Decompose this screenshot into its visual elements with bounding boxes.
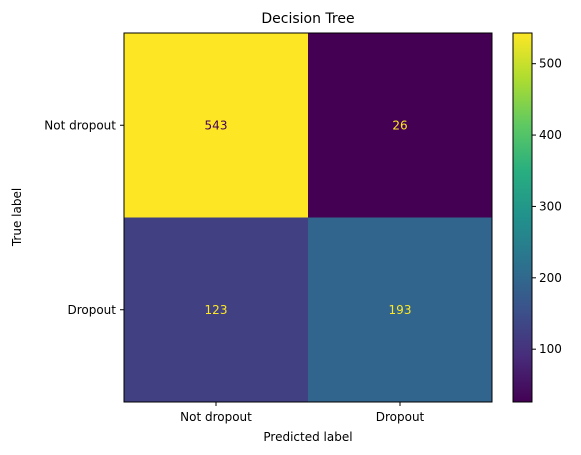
cell-value-label: 123 [205, 303, 228, 317]
cell-value-label: 543 [205, 118, 228, 132]
cell-value-label: 193 [389, 303, 412, 317]
matrix-cell [124, 217, 308, 402]
colorbar-tick-label: 300 [539, 199, 562, 213]
matrix-cell [308, 217, 492, 402]
matrix-cells: 543 26 123 193 [124, 33, 492, 402]
colorbar-tick-label: 400 [539, 128, 562, 142]
x-tick-label: Not dropout [180, 410, 252, 424]
colorbar-ticks: 100 200 300 400 500 [532, 57, 562, 356]
colorbar [512, 32, 533, 403]
x-axis-label: Predicted label [263, 430, 352, 444]
matrix-cell [308, 33, 492, 218]
matrix-cell [124, 33, 308, 218]
colorbar-tick-label: 500 [539, 57, 562, 71]
y-tick-label: Dropout [67, 303, 116, 317]
plot-frame [123, 32, 493, 403]
y-axis-label: True label [10, 188, 24, 247]
y-axis-ticks: Not dropout Dropout [44, 118, 124, 317]
colorbar-tick-label: 200 [539, 271, 562, 285]
chart-title: Decision Tree [261, 11, 354, 27]
x-tick-label: Dropout [376, 410, 425, 424]
colorbar-tick-label: 100 [539, 342, 562, 356]
x-axis-ticks: Not dropout Dropout [180, 402, 425, 424]
cell-value-label: 26 [392, 118, 407, 132]
y-tick-label: Not dropout [44, 118, 116, 132]
